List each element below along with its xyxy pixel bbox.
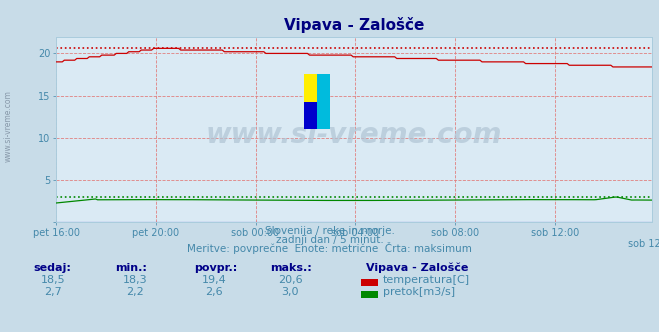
Text: povpr.:: povpr.:	[194, 263, 238, 273]
Text: 2,6: 2,6	[206, 288, 223, 297]
Text: 2,2: 2,2	[127, 288, 144, 297]
Text: 20,6: 20,6	[277, 275, 302, 285]
Bar	[316, 74, 330, 129]
Text: 3,0: 3,0	[281, 288, 299, 297]
Text: temperatura[C]: temperatura[C]	[383, 275, 470, 285]
Text: min.:: min.:	[115, 263, 147, 273]
Text: pretok[m3/s]: pretok[m3/s]	[383, 288, 455, 297]
Text: sedaj:: sedaj:	[33, 263, 71, 273]
Text: maks.:: maks.:	[270, 263, 312, 273]
Text: www.si-vreme.com: www.si-vreme.com	[3, 90, 13, 162]
Text: 18,3: 18,3	[123, 275, 148, 285]
Text: Meritve: povprečne  Enote: metrične  Črta: maksimum: Meritve: povprečne Enote: metrične Črta:…	[187, 242, 472, 254]
Text: www.si-vreme.com: www.si-vreme.com	[206, 121, 502, 149]
Title: Vipava - Zalošče: Vipava - Zalošče	[284, 17, 424, 33]
Text: 18,5: 18,5	[40, 275, 65, 285]
Text: Vipava - Zalošče: Vipava - Zalošče	[366, 262, 468, 273]
Bar	[304, 102, 316, 129]
Text: zadnji dan / 5 minut.: zadnji dan / 5 minut.	[275, 235, 384, 245]
Text: 19,4: 19,4	[202, 275, 227, 285]
Text: 2,7: 2,7	[44, 288, 61, 297]
Bar	[304, 74, 316, 102]
Text: sob 12:00: sob 12:00	[628, 239, 659, 249]
Text: Slovenija / reke in morje.: Slovenija / reke in morje.	[264, 226, 395, 236]
